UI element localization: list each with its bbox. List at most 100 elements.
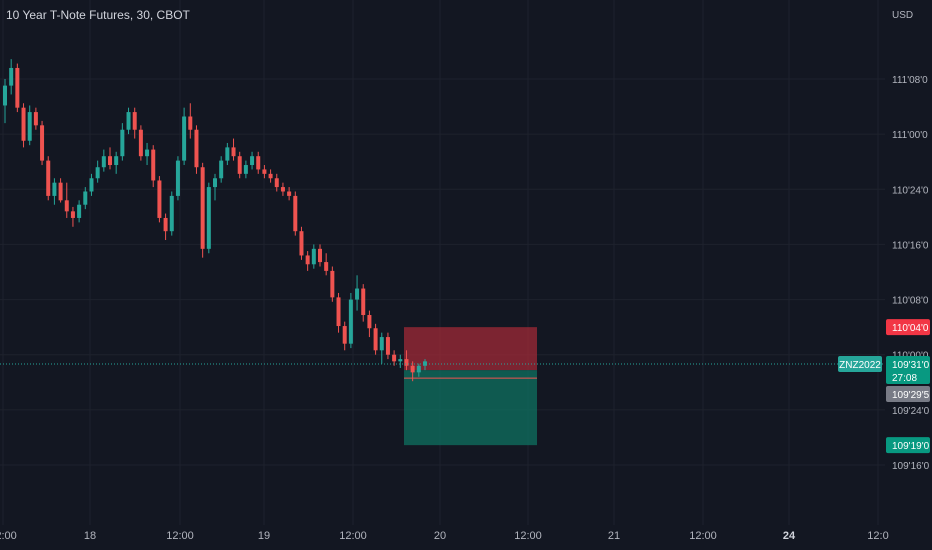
last-price-tag (886, 356, 930, 384)
y-axis-tick-label: 111'08'0 (892, 75, 928, 86)
entry-price-tag-text: 109'29'5 (892, 390, 930, 401)
candle-body (398, 359, 403, 362)
target-price-tag-text: 109'19'0 (892, 441, 930, 452)
candle-body (237, 156, 242, 174)
symbol-tag (838, 356, 882, 372)
candle-body (355, 288, 360, 300)
candle-body (120, 129, 125, 157)
candle-body (219, 160, 224, 179)
candle-body (163, 217, 168, 232)
y-axis-tick-label: 109'24'0 (892, 406, 930, 417)
candle-body (52, 182, 57, 196)
y-axis-tick-label: 110'24'0 (892, 185, 929, 196)
candle-body (188, 116, 193, 130)
chart-title: 10 Year T-Note Futures, 30, CBOT (6, 8, 190, 22)
candle-body (385, 337, 390, 355)
candle-body (114, 156, 119, 166)
candle-body (342, 326, 347, 344)
x-axis-tick-label: 20 (434, 530, 446, 542)
stop-price-tag-text: 110'04'0 (892, 323, 929, 334)
candle-body (373, 328, 378, 351)
candle-body (169, 195, 174, 232)
candle-body (77, 204, 82, 218)
candle-body (348, 299, 353, 344)
candle-body (243, 165, 248, 174)
candle-body (404, 359, 409, 366)
candle-body (299, 231, 304, 256)
candle-body (311, 248, 316, 265)
candle-body (293, 195, 298, 232)
x-axis-tick-label: 21 (608, 530, 620, 542)
candle-body (101, 156, 106, 168)
candle-body (379, 337, 384, 351)
candle-body (361, 288, 366, 316)
candle-body (70, 211, 75, 218)
candle-body (126, 112, 131, 130)
candle-body (3, 85, 7, 106)
y-axis-tick-label: 110'08'0 (892, 296, 929, 307)
candle-body (324, 262, 329, 271)
candle-body (318, 248, 322, 263)
candle-body (423, 361, 427, 366)
target-price-tag (886, 437, 930, 454)
candle-body (58, 182, 63, 201)
currency-label: USD (892, 10, 913, 21)
stop-price-tag (886, 319, 930, 336)
candle-body (33, 112, 38, 126)
candle-body (89, 178, 94, 192)
y-axis-tick-label: 111'00'0 (892, 130, 928, 141)
candle-body (280, 187, 285, 192)
candle-body (416, 365, 421, 373)
x-axis-tick-label: 12:00 (689, 530, 717, 542)
candle-body (138, 129, 143, 157)
candle-body (27, 112, 32, 141)
candle-body (194, 129, 199, 168)
x-axis-tick-label: 12:00 (166, 530, 194, 542)
candle-body (46, 160, 51, 196)
x-axis-tick-label: 12:00 (339, 530, 367, 542)
symbol-tag-label: ZNZ2022 (839, 360, 881, 371)
candle-body (206, 187, 211, 249)
candle-body (15, 67, 20, 108)
candle-body (287, 191, 292, 196)
candle-body (262, 169, 267, 174)
candle-body (157, 180, 162, 218)
y-axis-tick-label: 110'16'0 (892, 240, 929, 251)
last-price-tag-text: 109'31'0 (892, 360, 930, 371)
x-axis-tick-label: 18 (84, 530, 96, 542)
candle-body (95, 167, 100, 179)
take-profit-zone[interactable] (404, 370, 537, 446)
candle-body (225, 147, 230, 161)
candle-body (392, 354, 397, 362)
x-axis-tick-label: 12:00 (514, 530, 542, 542)
candle-body (367, 315, 372, 329)
candle-body (256, 156, 261, 170)
candle-body (108, 156, 112, 166)
x-axis-tick-label: 19 (258, 530, 270, 542)
candle-body (182, 116, 187, 161)
candle-body (40, 125, 45, 161)
candle-body (336, 297, 341, 327)
candle-body (64, 200, 69, 212)
candle-body (21, 107, 26, 141)
candle-body (330, 270, 335, 298)
x-axis-tick-label: 12:00 (0, 530, 17, 542)
candle-body (305, 255, 310, 265)
x-axis-tick-label: 24 (783, 530, 796, 542)
candle-body (132, 112, 137, 130)
x-axis-tick-label: 12:0 (867, 530, 888, 542)
candle-body (410, 365, 415, 373)
candle-body (175, 160, 180, 196)
y-axis-tick-label: 109'16'0 (892, 461, 930, 472)
last-price-tag-text: 27:08 (892, 373, 917, 384)
candle-body (145, 149, 150, 157)
candle-body (250, 156, 255, 166)
candle-body (200, 167, 205, 249)
candle-body (274, 178, 279, 188)
candle-body (151, 149, 156, 181)
entry-price-tag (886, 386, 930, 402)
candle-body (213, 178, 217, 188)
